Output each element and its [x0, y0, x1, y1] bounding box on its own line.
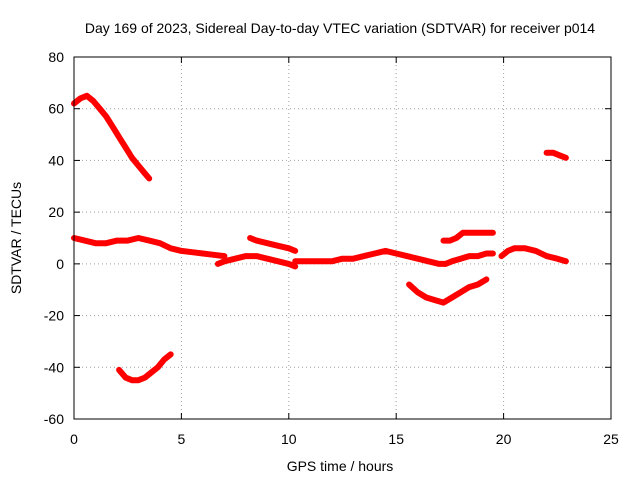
axis-ticks: 0 5 10 15 20 25 -60 -40 -20 0 20 40 60 80 [44, 49, 619, 447]
series-arc-8 [442, 250, 496, 267]
series-arc-11 [543, 149, 569, 161]
x-axis-label: GPS time / hours [287, 458, 394, 474]
y-tick-label: -20 [44, 308, 64, 324]
series-arc-7 [406, 276, 490, 306]
y-tick-label: 40 [48, 152, 64, 168]
x-tick-label: 5 [178, 431, 186, 447]
x-tick-label: 25 [603, 431, 619, 447]
y-tick-label: -40 [44, 359, 64, 375]
grid-lines [74, 57, 611, 419]
y-tick-label: 80 [48, 49, 64, 65]
x-tick-label: 0 [70, 431, 78, 447]
series-arc-9 [440, 229, 496, 244]
y-tick-label: 0 [56, 256, 64, 272]
series-arc-4 [214, 253, 299, 270]
y-tick-label: 20 [48, 204, 64, 220]
series-arc-3 [116, 351, 174, 384]
y-tick-label: -60 [44, 411, 64, 427]
chart-title: Day 169 of 2023, Sidereal Day-to-day VTE… [85, 20, 595, 36]
data-series [71, 92, 569, 384]
x-tick-label: 15 [388, 431, 404, 447]
series-arc-5 [247, 235, 299, 254]
series-arc-6 [292, 247, 449, 267]
series-arc-10 [498, 245, 569, 265]
plot-frame [73, 56, 612, 420]
x-tick-label: 10 [281, 431, 297, 447]
x-tick-label: 20 [496, 431, 512, 447]
series-arc-1 [71, 92, 153, 182]
y-tick-label: 60 [48, 101, 64, 117]
y-axis-label: SDTVAR / TECUs [8, 182, 24, 294]
series-arc-2 [71, 235, 228, 260]
